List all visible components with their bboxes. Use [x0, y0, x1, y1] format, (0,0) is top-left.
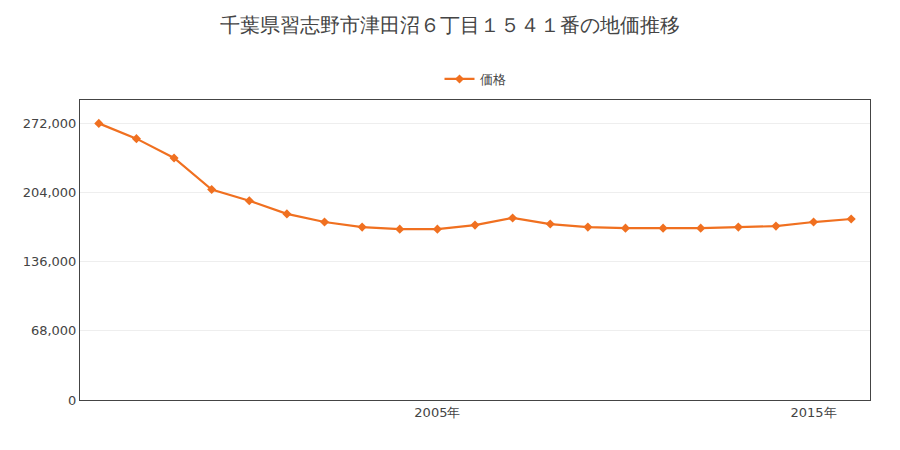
svg-text:0: 0: [68, 393, 76, 408]
svg-text:2015年: 2015年: [791, 405, 837, 420]
svg-text:千葉県習志野市津田沼６丁目１５４１番の地価推移: 千葉県習志野市津田沼６丁目１５４１番の地価推移: [220, 13, 680, 37]
svg-text:204,000: 204,000: [23, 185, 77, 200]
svg-text:272,000: 272,000: [23, 116, 77, 131]
svg-text:68,000: 68,000: [31, 323, 77, 338]
svg-text:2005年: 2005年: [414, 405, 460, 420]
svg-text:136,000: 136,000: [23, 254, 77, 269]
svg-text:価格: 価格: [480, 72, 506, 87]
